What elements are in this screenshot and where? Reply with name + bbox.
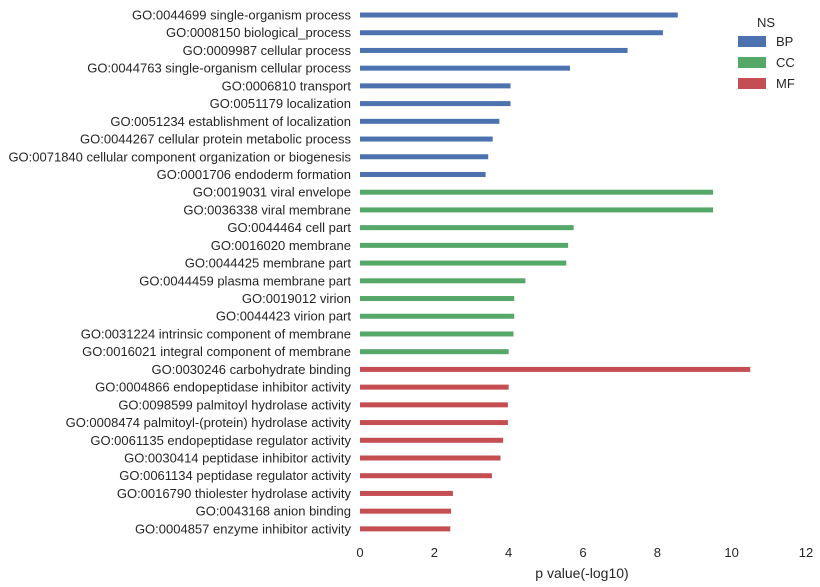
legend-label-bp: BP (776, 34, 793, 49)
bar-24 (360, 437, 504, 443)
bar-3 (360, 65, 570, 71)
category-label-3: GO:0044763 single-organism cellular proc… (87, 61, 351, 76)
category-label-21: GO:0004866 endopeptidase inhibitor activ… (95, 380, 351, 395)
bar-12 (360, 225, 574, 231)
category-label-28: GO:0043168 anion binding (196, 504, 351, 519)
bar-6 (360, 118, 500, 124)
bar-19 (360, 349, 509, 355)
bar-5 (360, 101, 511, 107)
bar-9 (360, 171, 486, 177)
category-label-29: GO:0004857 enzyme inhibitor activity (135, 521, 352, 536)
bar-0 (360, 12, 678, 18)
x-tick-label-2: 4 (505, 545, 512, 560)
category-label-0: GO:0044699 single-organism process (132, 8, 351, 23)
x-axis-title: p value(-log10) (535, 565, 628, 581)
legend-swatch-bp (738, 36, 766, 47)
legend-swatch-cc (738, 57, 766, 68)
bar-14 (360, 260, 567, 266)
category-labels: GO:0044699 single-organism process GO:000… (8, 8, 351, 537)
bar-1 (360, 30, 663, 36)
category-label-17: GO:0044423 virion part (216, 309, 352, 324)
category-label-4: GO:0006810 transport (222, 78, 352, 93)
category-label-9: GO:0001706 endoderm formation (157, 167, 351, 182)
category-label-12: GO:0044464 cell part (227, 220, 351, 235)
category-label-14: GO:0044425 membrane part (185, 256, 352, 271)
category-label-8: GO:0071840 cellular component organizati… (8, 149, 351, 164)
category-label-15: GO:0044459 plasma membrane part (139, 273, 351, 288)
bar-4 (360, 83, 511, 89)
category-label-6: GO:0051234 establishment of localization (110, 114, 351, 129)
category-label-27: GO:0016790 thiolester hydrolase activity (117, 486, 352, 501)
x-tick-labels: 0 2 4 6 8 10 12 (356, 545, 813, 560)
category-label-26: GO:0061134 peptidase regulator activity (119, 468, 351, 483)
x-tick-label-6: 12 (799, 545, 813, 560)
bar-25 (360, 455, 501, 461)
x-tick-label-4: 8 (654, 545, 661, 560)
bar-17 (360, 313, 515, 319)
bar-23 (360, 420, 508, 426)
category-label-2: GO:0009987 cellular process (183, 43, 352, 58)
category-label-1: GO:0008150 biological_process (166, 25, 352, 40)
category-label-20: GO:0030246 carbohydrate binding (152, 362, 351, 377)
bar-15 (360, 278, 526, 284)
bar-11 (360, 207, 714, 213)
bar-27 (360, 490, 453, 496)
x-tick-label-1: 2 (431, 545, 438, 560)
category-label-18: GO:0031224 intrinsic component of membra… (81, 326, 351, 341)
x-tick-label-5: 10 (724, 545, 738, 560)
bar-29 (360, 526, 451, 532)
category-label-10: GO:0019031 viral envelope (193, 185, 351, 200)
legend-title: NS (757, 15, 775, 30)
category-label-13: GO:0016020 membrane (211, 238, 351, 253)
x-tick-label-0: 0 (356, 545, 363, 560)
category-label-7: GO:0044267 cellular protein metabolic pr… (80, 132, 351, 147)
bar-2 (360, 47, 628, 53)
bar-28 (360, 508, 452, 514)
bar-22 (360, 402, 508, 408)
category-label-23: GO:0008474 palmitoyl-(protein) hydrolase… (66, 415, 352, 430)
legend-label-mf: MF (776, 76, 795, 91)
category-label-19: GO:0016021 integral component of membran… (82, 344, 351, 359)
bar-20 (360, 366, 751, 372)
bar-18 (360, 331, 514, 337)
bar-16 (360, 296, 515, 302)
legend: NS BP CC MF (738, 15, 795, 91)
bars-group (360, 12, 751, 532)
bar-8 (360, 154, 489, 160)
bar-10 (360, 189, 714, 195)
category-label-25: GO:0030414 peptidase inhibitor activity (124, 451, 351, 466)
category-label-24: GO:0061135 endopeptidase regulator activ… (90, 433, 351, 448)
category-label-11: GO:0036338 viral membrane (183, 202, 351, 217)
bar-26 (360, 473, 492, 479)
bar-7 (360, 136, 493, 142)
legend-label-cc: CC (776, 55, 795, 70)
category-label-22: GO:0098599 palmitoyl hydrolase activity (118, 397, 351, 412)
x-tick-label-3: 6 (579, 545, 586, 560)
category-label-16: GO:0019012 virion (242, 291, 351, 306)
category-label-5: GO:0051179 localization (210, 96, 351, 111)
bar-13 (360, 242, 569, 248)
legend-swatch-mf (738, 78, 766, 89)
bar-21 (360, 384, 509, 390)
